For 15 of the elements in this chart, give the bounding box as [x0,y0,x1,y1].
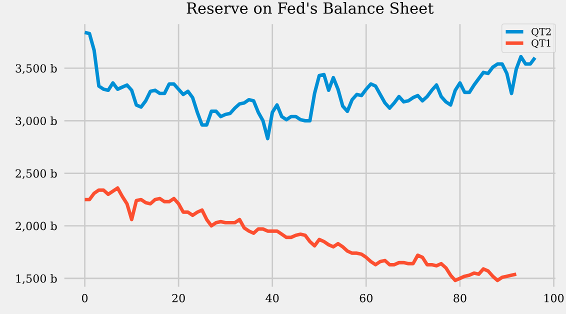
line-series [83,186,518,282]
x-tick-label: 100 [544,294,564,302]
x-tick-label: 20 [172,294,185,302]
y-tick-label: 3,500 b [16,64,57,74]
x-tick-label: 40 [266,294,279,302]
y-tick-label: 3,000 b [16,116,57,126]
x-tick-label: 0 [82,294,88,302]
y-tick-label: 2,000 b [16,222,57,232]
y-tick-label: 1,500 b [16,274,57,284]
legend-label: QT2 [532,28,551,37]
y-tick-label: 2,500 b [16,169,57,180]
legend-label: QT1 [532,39,550,48]
x-tick-label: 60 [360,294,372,302]
chart-title: Reserve on Fed's Balance Sheet [186,2,434,14]
x-tick-label: 80 [454,294,466,302]
